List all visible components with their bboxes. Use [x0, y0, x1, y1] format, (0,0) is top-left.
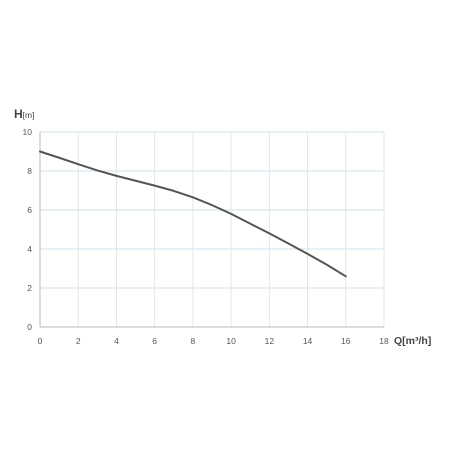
- x-tick-label-12: 12: [265, 336, 275, 346]
- x-tick-label-10: 10: [226, 336, 236, 346]
- y-tick-label-4: 4: [27, 244, 32, 254]
- y-axis-label: H[m]: [14, 107, 34, 121]
- tick-labels: 0 2 4 6 8 10 12 14 16 18 0 2 4 6 8 10: [23, 127, 389, 346]
- x-tick-label-4: 4: [114, 336, 119, 346]
- x-tick-label-14: 14: [303, 336, 313, 346]
- series-line-0: [39, 150, 347, 278]
- x-tick-label-0: 0: [38, 336, 43, 346]
- y-tick-label-6: 6: [27, 205, 32, 215]
- x-tick-label-6: 6: [152, 336, 157, 346]
- x-tick-label-16: 16: [341, 336, 351, 346]
- x-tick-label-2: 2: [76, 336, 81, 346]
- y-axis-label-main: H: [14, 107, 23, 121]
- y-tick-label-0: 0: [27, 322, 32, 332]
- y-tick-label-2: 2: [27, 283, 32, 293]
- y-tick-label-10: 10: [23, 127, 33, 137]
- x-tick-label-8: 8: [191, 336, 196, 346]
- y-axis-label-unit: [m]: [23, 110, 35, 120]
- x-tick-label-18: 18: [379, 336, 389, 346]
- y-tick-label-8: 8: [27, 166, 32, 176]
- x-axis-label: Q[m³/h]: [394, 335, 431, 347]
- axes: [39, 132, 384, 328]
- grid-lines: [40, 131, 385, 327]
- data-series: [39, 150, 347, 278]
